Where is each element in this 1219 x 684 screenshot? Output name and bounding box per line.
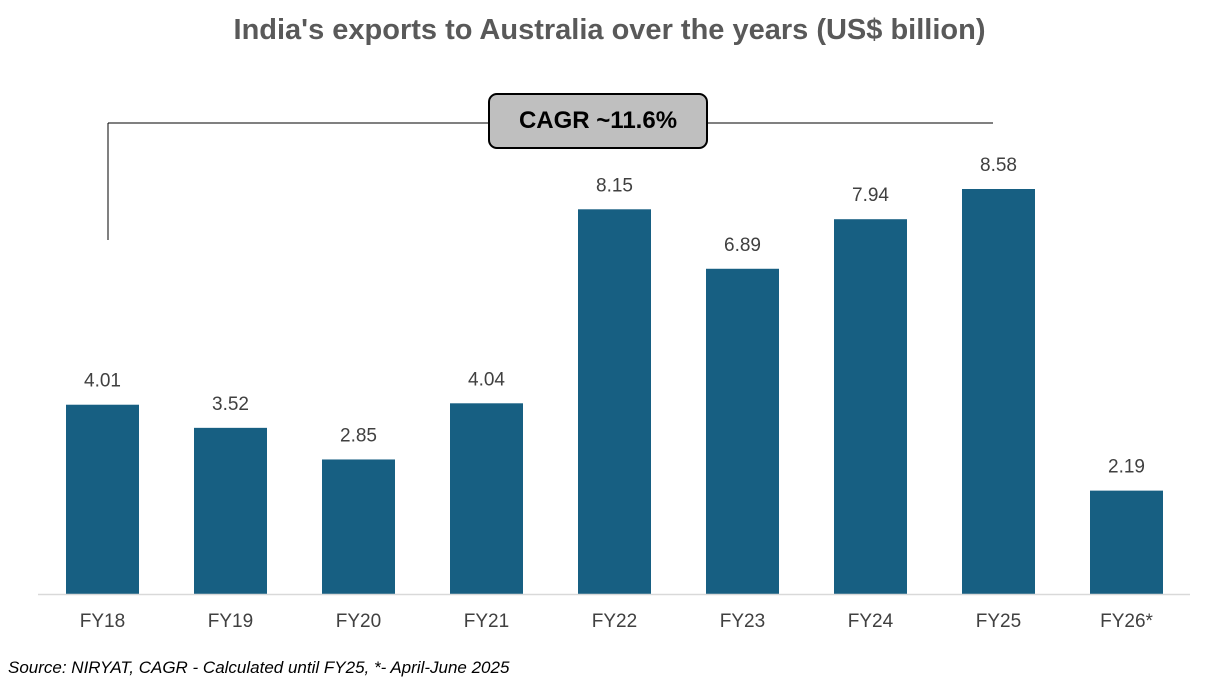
data-label: 2.19 bbox=[1108, 457, 1145, 478]
bar-fy22 bbox=[578, 209, 651, 595]
bars-group: 4.01 FY18 3.52 FY19 2.85 FY20 4.04 FY21 8.15 FY22… bbox=[66, 155, 1163, 632]
data-label: 4.01 bbox=[84, 371, 121, 392]
source-note: Source: NIRYAT, CAGR - Calculated until … bbox=[8, 658, 510, 677]
data-label: 2.85 bbox=[340, 425, 377, 446]
chart-title: India's exports to Australia over the ye… bbox=[233, 14, 986, 46]
x-tick-label: FY26* bbox=[1100, 611, 1153, 632]
data-label: 4.04 bbox=[468, 369, 505, 390]
data-label: 8.58 bbox=[980, 155, 1017, 176]
x-tick-label: FY20 bbox=[336, 611, 381, 632]
x-tick-label: FY25 bbox=[976, 611, 1021, 632]
bar-fy26-partial bbox=[1090, 490, 1163, 594]
cagr-annotation: CAGR ~11.6% bbox=[488, 93, 708, 149]
bar-fy25 bbox=[962, 189, 1035, 594]
bar-fy23 bbox=[706, 268, 779, 594]
data-label: 8.15 bbox=[596, 175, 633, 196]
x-tick-label: FY23 bbox=[720, 611, 765, 632]
bar-fy19 bbox=[194, 427, 267, 594]
x-tick-label: FY24 bbox=[848, 611, 894, 632]
bar-fy18 bbox=[66, 404, 139, 594]
x-tick-label: FY18 bbox=[80, 611, 125, 632]
bar-fy21 bbox=[450, 403, 523, 594]
data-label: 3.52 bbox=[212, 394, 249, 415]
data-label: 6.89 bbox=[724, 235, 761, 256]
bar-fy24 bbox=[834, 219, 907, 595]
data-label: 7.94 bbox=[852, 185, 889, 206]
x-tick-label: FY22 bbox=[592, 611, 637, 632]
x-tick-label: FY21 bbox=[464, 611, 509, 632]
bar-fy20 bbox=[322, 459, 395, 594]
x-tick-label: FY19 bbox=[208, 611, 253, 632]
